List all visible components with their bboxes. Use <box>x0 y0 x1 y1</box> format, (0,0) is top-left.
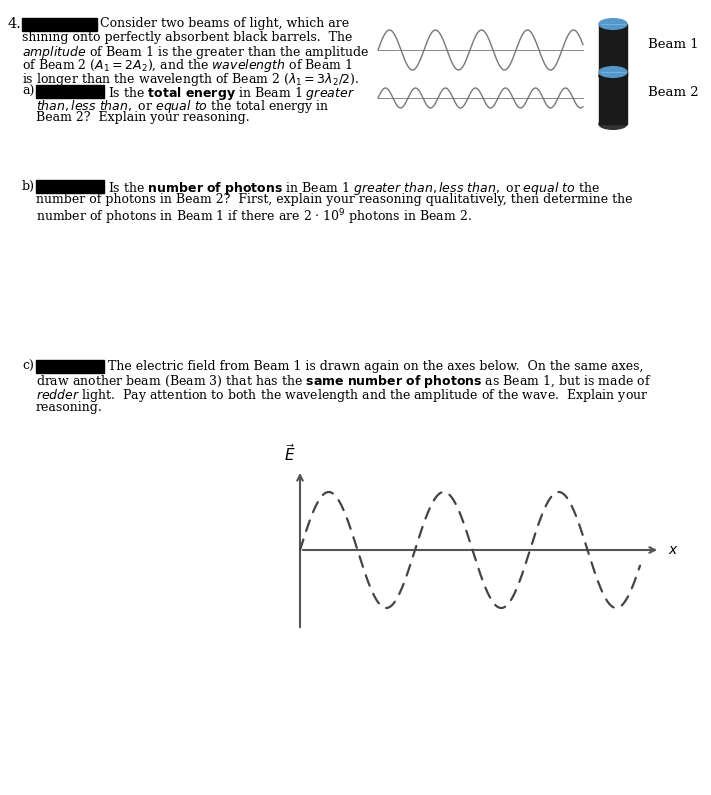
Text: $\it{than, less\ than,}$ or $\it{equal\ to}$ the total energy in: $\it{than, less\ than,}$ or $\it{equal\ … <box>36 98 329 115</box>
Text: $\it{amplitude}$ of Beam 1 is the greater than the amplitude: $\it{amplitude}$ of Beam 1 is the greate… <box>22 44 369 61</box>
Text: Is the $\mathbf{number\ of\ photons}$ in Beam 1 $\it{greater\ than, less\ than,}: Is the $\mathbf{number\ of\ photons}$ in… <box>108 180 600 197</box>
Text: The electric field from Beam 1 is drawn again on the axes below.  On the same ax: The electric field from Beam 1 is drawn … <box>108 360 643 373</box>
Ellipse shape <box>599 118 627 130</box>
Text: of Beam 2 ($A_1 = 2A_2$), and the $\it{wavelength}$ of Beam 1: of Beam 2 ($A_1 = 2A_2$), and the $\it{w… <box>22 57 353 75</box>
Bar <box>599 72 627 124</box>
Text: a): a) <box>22 84 34 98</box>
Text: reasoning.: reasoning. <box>36 401 103 413</box>
Text: number of photons in Beam 1 if there are 2 $\cdot$ 10$^9$ photons in Beam 2.: number of photons in Beam 1 if there are… <box>36 207 472 227</box>
Ellipse shape <box>599 18 627 29</box>
Bar <box>36 84 104 98</box>
Text: $\it{redder}$ light.  Pay attention to both the wavelength and the amplitude of : $\it{redder}$ light. Pay attention to bo… <box>36 387 648 404</box>
Bar <box>36 180 104 193</box>
Text: $x$: $x$ <box>668 543 679 557</box>
Bar <box>36 360 104 373</box>
Ellipse shape <box>599 67 627 77</box>
Text: number of photons in Beam 2?  First, explain your reasoning qualitatively, then : number of photons in Beam 2? First, expl… <box>36 193 633 207</box>
Text: c): c) <box>22 360 34 373</box>
Text: is longer than the wavelength of Beam 2 ($\lambda_1 = 3\lambda_2/2$).: is longer than the wavelength of Beam 2 … <box>22 71 360 88</box>
Text: Is the $\mathbf{total\ energy}$ in Beam 1 $\it{greater}$: Is the $\mathbf{total\ energy}$ in Beam … <box>108 84 355 102</box>
Ellipse shape <box>599 71 627 81</box>
Text: Beam 2: Beam 2 <box>648 87 699 99</box>
Text: $\vec{E}$: $\vec{E}$ <box>284 443 296 464</box>
Text: b): b) <box>22 180 35 193</box>
Text: Beam 1: Beam 1 <box>648 38 699 52</box>
Bar <box>22 18 97 31</box>
Text: Beam 2?  Explain your reasoning.: Beam 2? Explain your reasoning. <box>36 111 250 125</box>
Text: shining onto perfectly absorbent black barrels.  The: shining onto perfectly absorbent black b… <box>22 30 353 44</box>
Text: draw another beam (Beam 3) that has the $\mathbf{same\ number\ of\ photons}$ as : draw another beam (Beam 3) that has the … <box>36 374 651 390</box>
Bar <box>599 24 627 76</box>
Text: Consider two beams of light, which are: Consider two beams of light, which are <box>100 17 349 30</box>
Text: 4.: 4. <box>8 17 22 31</box>
